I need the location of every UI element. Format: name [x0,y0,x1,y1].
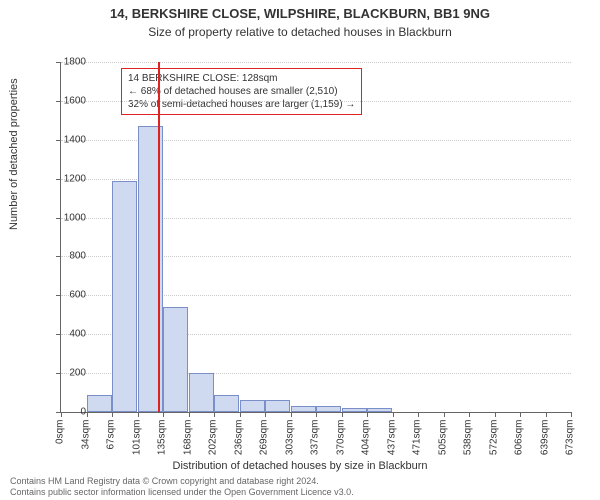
y-tick-label: 200 [46,368,86,379]
x-tick-mark [189,412,190,417]
x-tick-mark [418,412,419,417]
chart-subtitle: Size of property relative to detached ho… [0,23,600,39]
x-tick-label: 0sqm [55,420,66,470]
x-tick-mark [265,412,266,417]
y-tick-label: 1800 [46,57,86,68]
y-tick-label: 400 [46,329,86,340]
x-tick-mark [469,412,470,417]
y-axis-label: Number of detached properties [8,78,20,230]
histogram-bar [342,408,367,412]
chart-container: 14, BERKSHIRE CLOSE, WILPSHIRE, BLACKBUR… [0,0,600,500]
x-tick-mark [495,412,496,417]
histogram-bar [291,406,316,412]
x-tick-label: 67sqm [106,420,117,470]
x-tick-label: 269sqm [259,420,270,470]
x-tick-label: 673sqm [565,420,576,470]
y-tick-label: 1200 [46,173,86,184]
x-tick-mark [138,412,139,417]
annotation-line2: ← 68% of detached houses are smaller (2,… [128,85,355,98]
x-tick-mark [87,412,88,417]
property-marker-line [158,62,160,412]
x-tick-label: 303sqm [284,420,295,470]
y-tick-label: 1000 [46,212,86,223]
x-tick-label: 202sqm [208,420,219,470]
y-tick-label: 0 [46,407,86,418]
chart-title: 14, BERKSHIRE CLOSE, WILPSHIRE, BLACKBUR… [0,0,600,23]
y-tick-label: 800 [46,251,86,262]
x-tick-label: 471sqm [412,420,423,470]
plot-area: 14 BERKSHIRE CLOSE: 128sqm ← 68% of deta… [60,62,571,413]
y-tick-label: 600 [46,290,86,301]
y-tick-label: 1600 [46,95,86,106]
x-tick-label: 135sqm [157,420,168,470]
histogram-bar [163,307,188,412]
x-tick-mark [240,412,241,417]
histogram-bar [214,395,239,413]
histogram-bar [367,408,392,412]
x-tick-mark [444,412,445,417]
x-tick-label: 606sqm [514,420,525,470]
x-tick-mark [163,412,164,417]
footer-line1: Contains HM Land Registry data © Crown c… [10,476,590,487]
x-tick-label: 437sqm [386,420,397,470]
x-tick-label: 404sqm [361,420,372,470]
x-tick-mark [546,412,547,417]
gridline [61,101,571,102]
gridline [61,62,571,63]
x-tick-label: 337sqm [310,420,321,470]
x-tick-mark [316,412,317,417]
histogram-bar [87,395,112,413]
x-tick-mark [214,412,215,417]
x-tick-label: 168sqm [182,420,193,470]
annotation-line1: 14 BERKSHIRE CLOSE: 128sqm [128,72,355,85]
x-tick-label: 101sqm [131,420,142,470]
x-tick-label: 572sqm [488,420,499,470]
histogram-bar [189,373,214,412]
x-tick-mark [291,412,292,417]
x-tick-mark [520,412,521,417]
histogram-bar [240,400,265,412]
y-tick-label: 1400 [46,134,86,145]
x-tick-label: 505sqm [437,420,448,470]
x-tick-label: 370sqm [335,420,346,470]
histogram-bar [265,400,290,412]
x-tick-label: 236sqm [233,420,244,470]
x-tick-label: 538sqm [463,420,474,470]
histogram-bar [112,181,137,412]
x-tick-mark [342,412,343,417]
x-tick-mark [571,412,572,417]
footer: Contains HM Land Registry data © Crown c… [10,476,590,498]
x-tick-mark [393,412,394,417]
x-tick-mark [367,412,368,417]
x-tick-label: 639sqm [539,420,550,470]
histogram-bar [316,406,341,412]
x-tick-mark [112,412,113,417]
footer-line2: Contains public sector information licen… [10,487,590,498]
x-tick-label: 34sqm [80,420,91,470]
